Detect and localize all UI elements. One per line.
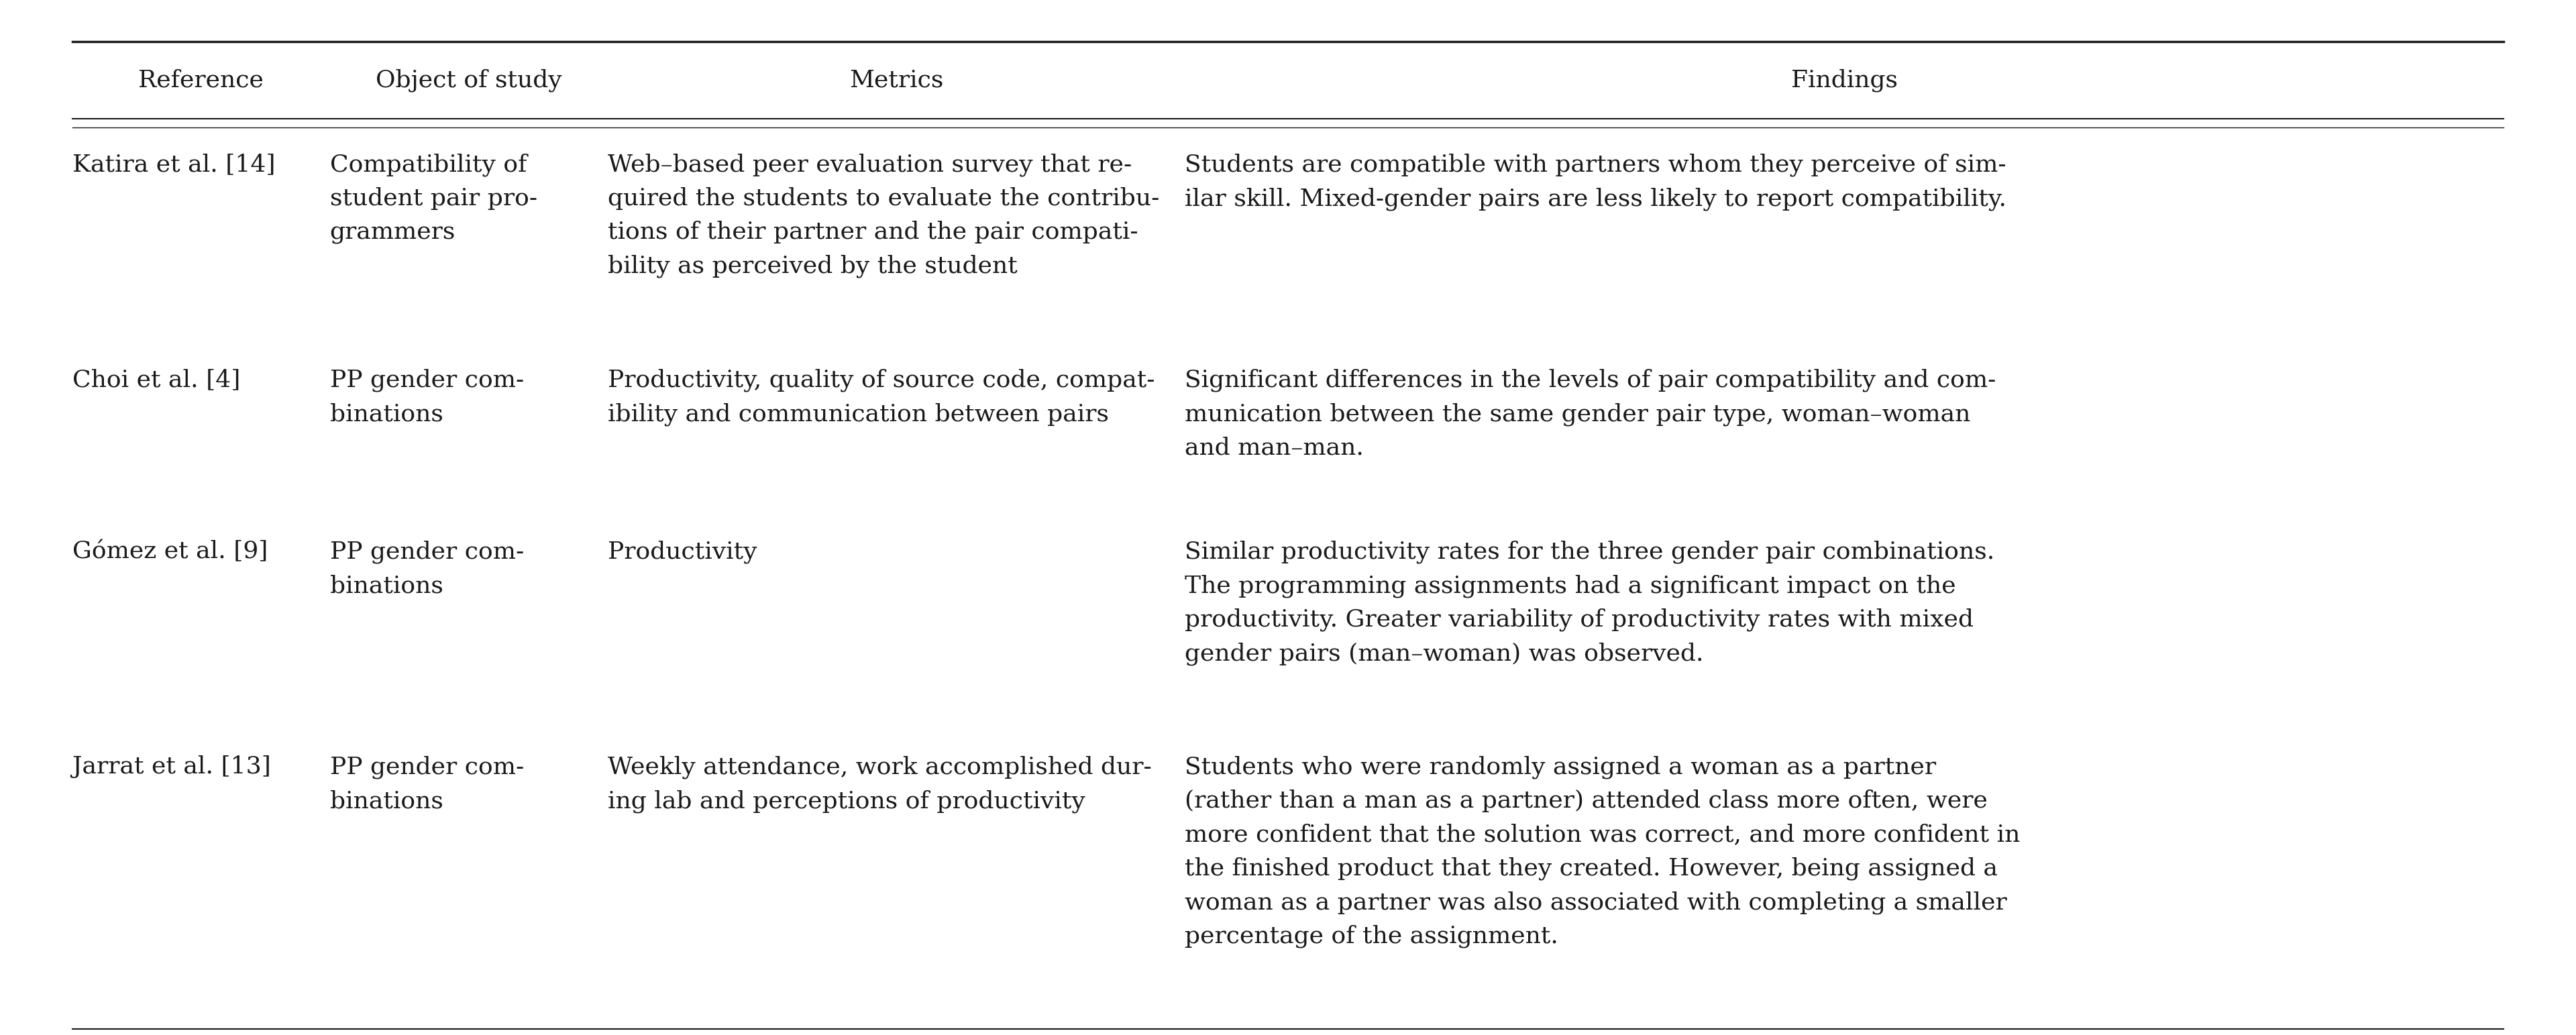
- Text: Object of study: Object of study: [376, 68, 562, 92]
- Text: Productivity, quality of source code, compat-
ibility and communication between : Productivity, quality of source code, co…: [608, 368, 1154, 425]
- Text: Metrics: Metrics: [850, 68, 943, 92]
- Text: Significant differences in the levels of pair compatibility and com-
munication : Significant differences in the levels of…: [1185, 368, 1996, 460]
- Text: Compatibility of
student pair pro-
grammers: Compatibility of student pair pro- gramm…: [330, 153, 538, 244]
- Text: Jarrat et al. [13]: Jarrat et al. [13]: [72, 756, 270, 778]
- Text: Students who were randomly assigned a woman as a partner
(rather than a man as a: Students who were randomly assigned a wo…: [1185, 756, 2020, 948]
- Text: Gómez et al. [9]: Gómez et al. [9]: [72, 540, 268, 563]
- Text: Reference: Reference: [139, 68, 263, 92]
- Text: Similar productivity rates for the three gender pair combinations.
The programmi: Similar productivity rates for the three…: [1185, 540, 1994, 666]
- Text: Productivity: Productivity: [608, 540, 757, 563]
- Text: Findings: Findings: [1790, 68, 1899, 92]
- Text: PP gender com-
binations: PP gender com- binations: [330, 756, 523, 812]
- Text: Weekly attendance, work accomplished dur-
ing lab and perceptions of productivit: Weekly attendance, work accomplished dur…: [608, 756, 1151, 812]
- Text: Web–based peer evaluation survey that re-
quired the students to evaluate the co: Web–based peer evaluation survey that re…: [608, 153, 1159, 277]
- Text: Choi et al. [4]: Choi et al. [4]: [72, 368, 240, 391]
- Text: PP gender com-
binations: PP gender com- binations: [330, 540, 523, 597]
- Text: PP gender com-
binations: PP gender com- binations: [330, 368, 523, 425]
- Text: Students are compatible with partners whom they perceive of sim-
ilar skill. Mix: Students are compatible with partners wh…: [1185, 153, 2007, 210]
- Text: Katira et al. [14]: Katira et al. [14]: [72, 153, 276, 176]
